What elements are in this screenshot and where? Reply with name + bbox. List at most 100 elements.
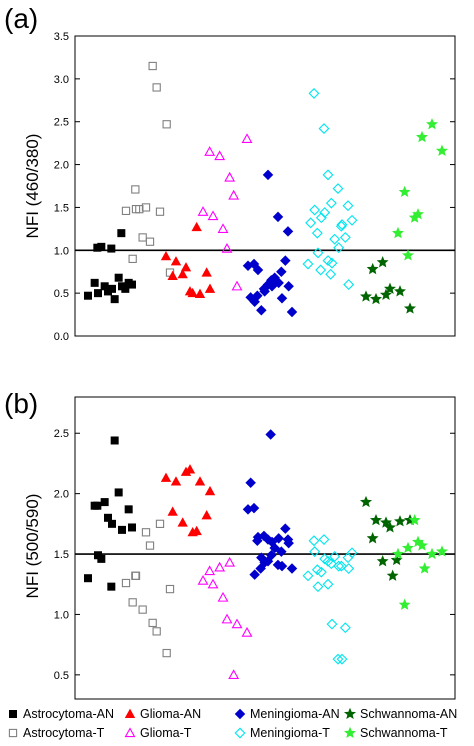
data-point: [308, 87, 320, 99]
data-point: [401, 541, 415, 554]
data-point: [167, 506, 178, 516]
data-point: [248, 502, 260, 514]
data-point: [342, 200, 354, 212]
data-point: [326, 618, 338, 630]
data-point: [114, 488, 123, 497]
data-point: [302, 570, 314, 582]
data-point: [309, 546, 321, 558]
data-point: [160, 472, 172, 482]
data-point: [107, 244, 116, 253]
y-tick-label: 0.0: [54, 331, 69, 343]
data-point: [97, 242, 106, 251]
data-point: [110, 295, 119, 304]
data-point: [152, 627, 161, 636]
data-point: [309, 204, 321, 216]
data-point: [322, 555, 334, 567]
data-point: [408, 513, 421, 526]
data-point: [152, 83, 161, 92]
data-point: [138, 233, 147, 242]
data-point: [207, 578, 219, 589]
data-point: [273, 533, 284, 544]
data-point: [84, 574, 93, 583]
data-point: [302, 258, 314, 270]
data-point: [329, 550, 341, 562]
data-point: [435, 545, 449, 557]
data-point: [124, 505, 133, 514]
data-point: [346, 547, 358, 559]
data-point: [245, 477, 256, 489]
data-point: [118, 525, 127, 534]
data-point: [135, 204, 144, 214]
data-point: [184, 464, 196, 474]
data-point: [392, 547, 404, 560]
data-point: [332, 653, 344, 665]
data-point: [318, 534, 330, 546]
data-point: [418, 562, 431, 574]
data-point: [286, 563, 298, 574]
data-point: [383, 282, 397, 294]
y-tick-label: 1.0: [54, 245, 69, 257]
data-point: [415, 539, 429, 551]
panel-b-label: (b): [4, 388, 38, 419]
data-point: [84, 291, 93, 300]
data-point: [108, 284, 117, 293]
data-point: [160, 250, 172, 261]
data-point: [359, 290, 373, 302]
data-point: [325, 268, 337, 280]
legend-label: Schwannoma-AN: [360, 707, 457, 721]
legend-marker: [343, 726, 357, 739]
data-point: [380, 516, 392, 528]
data-point: [194, 476, 206, 486]
legend-marker: [234, 727, 246, 739]
data-point: [276, 546, 287, 557]
legend-label: Glioma-AN: [140, 707, 201, 721]
data-point: [187, 287, 198, 298]
data-point: [329, 233, 341, 245]
legend-label: Meningioma-AN: [250, 707, 340, 721]
data-point: [170, 476, 182, 486]
data-point: [282, 226, 294, 237]
data-point: [165, 584, 175, 594]
data-point: [214, 561, 226, 572]
data-point: [162, 648, 171, 658]
data-point: [308, 535, 320, 547]
data-point: [322, 578, 334, 590]
data-point: [108, 519, 117, 528]
data-point: [97, 554, 106, 563]
data-point: [191, 525, 202, 536]
data-point: [283, 281, 294, 292]
legend-marker: [124, 727, 136, 738]
data-point: [127, 523, 136, 532]
data-point: [252, 264, 264, 276]
y-tick-label: 0.5: [54, 288, 69, 300]
data-point: [121, 578, 131, 588]
data-point: [201, 510, 212, 520]
data-point: [394, 285, 406, 297]
data-point: [315, 264, 327, 276]
legend-marker: [124, 708, 136, 718]
data-point: [359, 495, 373, 508]
data-point: [266, 275, 277, 286]
y-tick-label: 1.5: [54, 549, 69, 561]
data-point: [370, 292, 382, 305]
data-point: [366, 532, 379, 544]
data-point: [398, 185, 411, 198]
data-point: [221, 242, 233, 253]
data-point: [426, 547, 438, 560]
data-point: [128, 598, 137, 607]
data-point: [335, 220, 347, 232]
data-point: [204, 283, 216, 293]
data-point: [339, 231, 351, 243]
data-point: [276, 293, 288, 304]
data-point: [342, 552, 354, 564]
legend-label: Astrocytoma-AN: [23, 707, 114, 721]
data-point: [224, 171, 236, 182]
data-point: [231, 618, 243, 629]
panel-a-label: (a): [4, 3, 38, 34]
data-point: [366, 262, 379, 275]
data-point: [269, 542, 280, 554]
data-point: [326, 257, 338, 269]
data-point: [93, 501, 102, 510]
data-point: [148, 61, 157, 71]
legend: Astrocytoma-AN Glioma-AN Meningioma-AN Schw…: [8, 707, 457, 740]
